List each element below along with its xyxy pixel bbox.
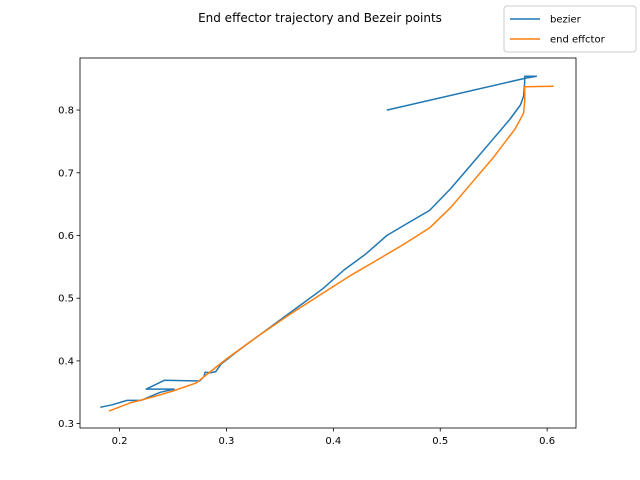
- legend-label-1: bezier: [550, 15, 582, 26]
- x-tick-label: 0.6: [539, 436, 555, 447]
- y-tick-label: 0.4: [58, 356, 74, 367]
- plot-frame: [79, 57, 577, 429]
- x-tick-label: 0.2: [112, 436, 128, 447]
- x-tick-label: 0.3: [218, 436, 234, 447]
- series-line-2: [108, 85, 554, 412]
- legend-box: [503, 5, 637, 53]
- y-tick-label: 0.3: [58, 419, 74, 430]
- y-tick-label: 0.8: [58, 106, 74, 117]
- x-axis: 0.2 0.3 0.4 0.5 0.6: [112, 428, 555, 447]
- y-axis: 0.3 0.4 0.5 0.6 0.7 0.8: [58, 106, 80, 430]
- legend: bezier end effctor: [503, 5, 637, 53]
- legend-label-2: end effctor: [550, 35, 606, 46]
- y-tick-label: 0.5: [58, 294, 74, 305]
- chart-title: End effector trajectory and Bezeir point…: [198, 11, 442, 25]
- y-tick-label: 0.6: [58, 231, 74, 242]
- x-tick-label: 0.4: [325, 436, 341, 447]
- x-tick-label: 0.5: [432, 436, 448, 447]
- series-line-1: [100, 75, 538, 409]
- y-tick-label: 0.7: [58, 168, 74, 179]
- series-layer: [100, 75, 554, 412]
